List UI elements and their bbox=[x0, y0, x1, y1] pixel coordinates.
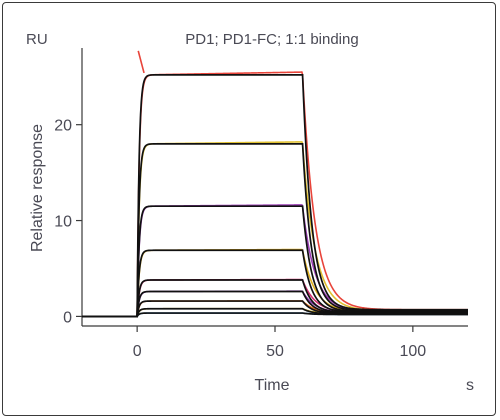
fit-curve bbox=[82, 312, 468, 318]
y-tick-label: 10 bbox=[54, 214, 72, 231]
y-tick-label: 0 bbox=[63, 309, 72, 326]
x-tick-label: 0 bbox=[133, 343, 142, 360]
fit-curve bbox=[82, 73, 468, 318]
y-axis-label: Relative response bbox=[29, 124, 46, 252]
x-axis-label: Time bbox=[255, 377, 290, 394]
fit-curve bbox=[82, 143, 468, 318]
x-tick-label: 50 bbox=[266, 343, 284, 360]
y-tick-label: 20 bbox=[54, 118, 72, 135]
chart-title: PD1; PD1-FC; 1:1 binding bbox=[185, 31, 358, 48]
fit-curves bbox=[82, 73, 468, 318]
injection-spike bbox=[137, 50, 145, 74]
x-unit-label: s bbox=[466, 377, 474, 394]
y-unit-label: RU bbox=[26, 31, 48, 48]
y-ticks: 0 10 20 bbox=[54, 118, 82, 326]
x-tick-label: 100 bbox=[400, 343, 427, 360]
chart-frame bbox=[2, 2, 496, 416]
x-ticks: 0 50 100 bbox=[133, 326, 427, 360]
